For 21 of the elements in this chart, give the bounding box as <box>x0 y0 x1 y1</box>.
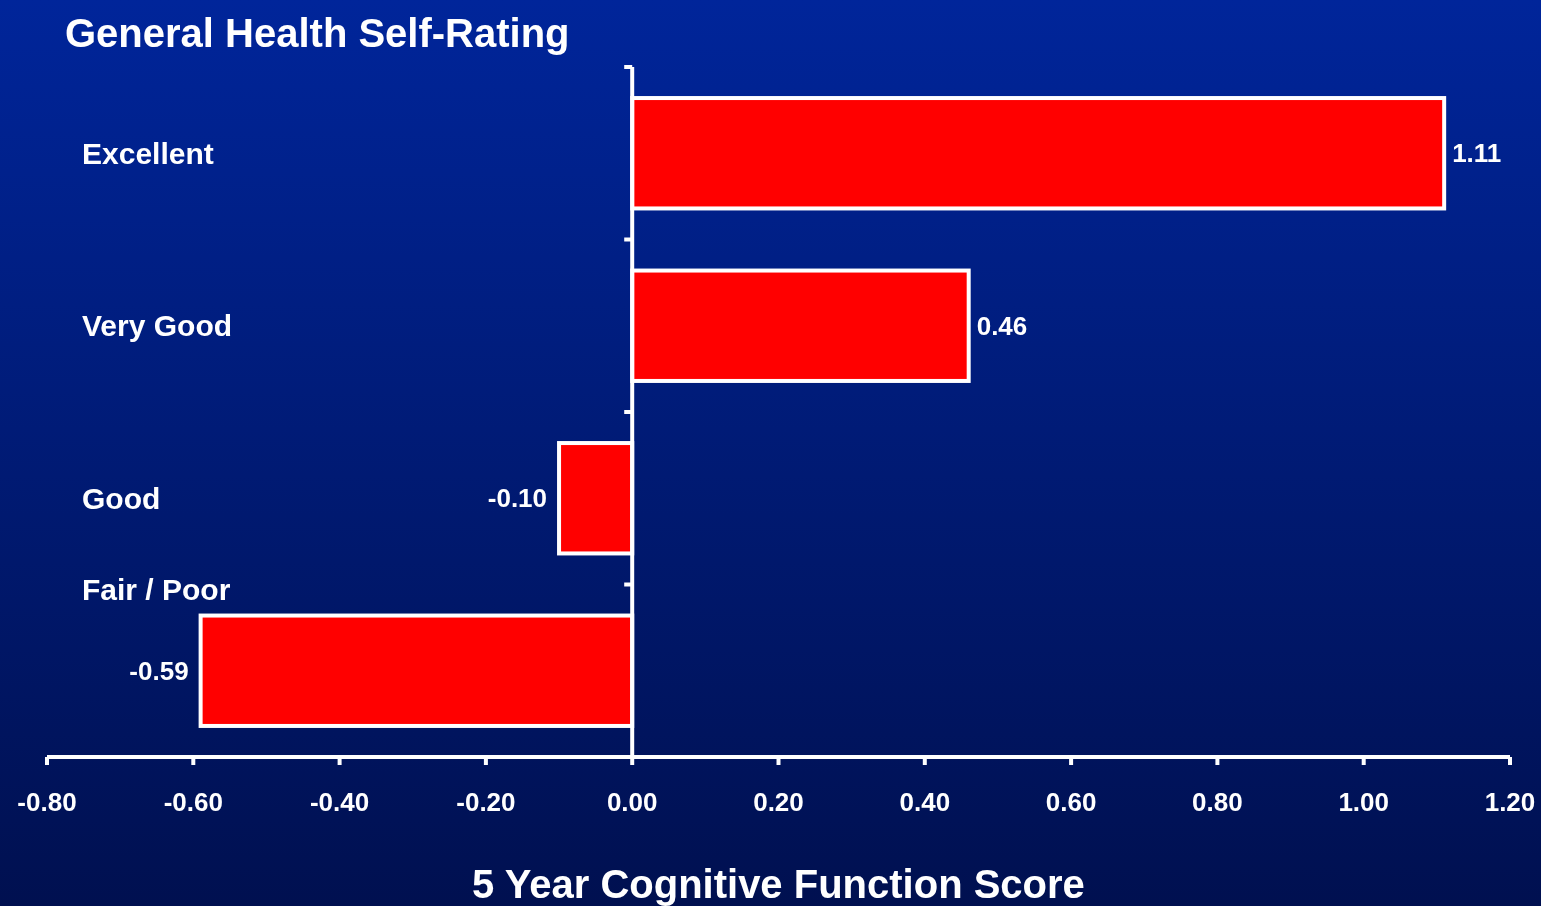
y-tick-label: Good <box>82 481 161 515</box>
data-label: 1.11 <box>1452 138 1502 169</box>
x-axis-title: 5 Year Cognitive Function Score <box>472 862 1085 906</box>
x-tick-label: 0.20 <box>753 787 804 818</box>
x-tick-label: 0.40 <box>899 787 951 818</box>
data-label: 0.46 <box>976 310 1028 341</box>
x-tick-label: -0.80 <box>17 787 77 818</box>
y-tick-label: Very Good <box>82 309 233 343</box>
chart-title: General Health Self-Rating <box>65 11 570 55</box>
x-tick-label: 0.60 <box>1045 787 1097 818</box>
data-label: -0.10 <box>487 483 548 514</box>
x-tick-label: -0.60 <box>163 787 223 818</box>
x-tick-label: -0.20 <box>456 787 516 818</box>
data-label: -0.59 <box>129 655 189 686</box>
y-tick-label: Excellent <box>82 136 214 170</box>
x-tick-label: -0.40 <box>309 787 370 818</box>
y-tick-label: Fair / Poor <box>82 573 231 607</box>
x-tick-label: 1.20 <box>1484 787 1536 818</box>
x-tick-label: 0.00 <box>606 787 658 818</box>
x-tick-label: 0.80 <box>1192 787 1243 818</box>
x-tick-label: 1.00 <box>1338 787 1389 818</box>
